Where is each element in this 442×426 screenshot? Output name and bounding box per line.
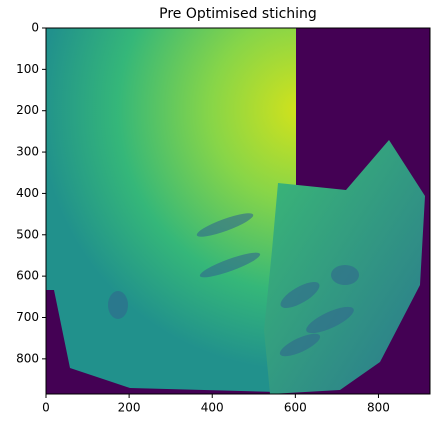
- y-tick-label: 800: [16, 351, 39, 365]
- y-tick-label: 300: [16, 145, 39, 159]
- y-tick-label: 600: [16, 269, 39, 283]
- image: [46, 28, 430, 394]
- x-tick-label: 0: [42, 401, 50, 415]
- y-tick-label: 400: [16, 186, 39, 200]
- image-tile: [46, 74, 287, 392]
- chart-title: Pre Optimised stiching: [159, 6, 317, 22]
- y-tick-label: 700: [16, 310, 39, 324]
- y-tick-label: 0: [31, 21, 39, 35]
- image-tile: [46, 28, 296, 186]
- y-tick-label: 200: [16, 103, 39, 117]
- y-tick-label: 500: [16, 227, 39, 241]
- axes: 0 200 400 600 800 0 100 200 300 400 500 600 700 800: [16, 21, 390, 415]
- x-tick-label: 800: [367, 401, 390, 415]
- image-texture: [108, 213, 359, 357]
- x-tick-label: 600: [284, 401, 307, 415]
- x-tick-label: 200: [118, 401, 141, 415]
- y-tick-label: 100: [16, 62, 39, 76]
- axes-frame: [45, 27, 431, 395]
- x-tick-label: 400: [201, 401, 224, 415]
